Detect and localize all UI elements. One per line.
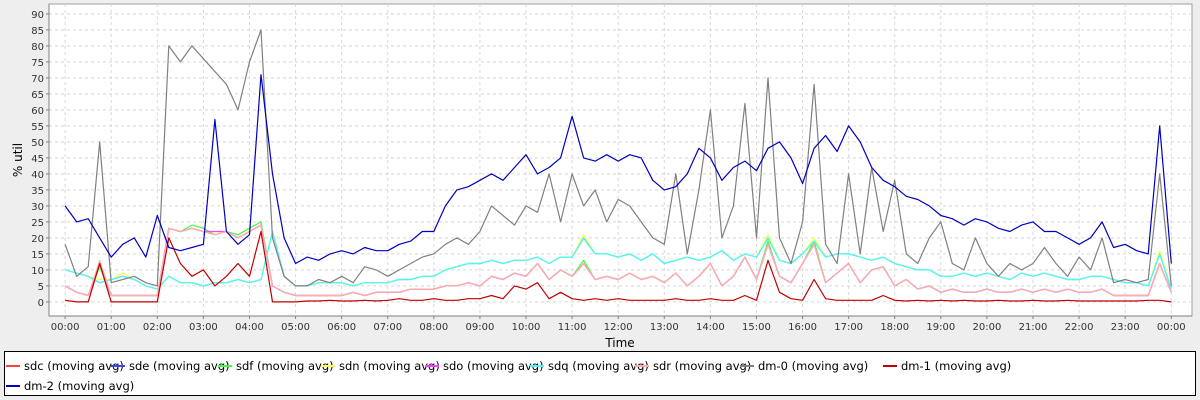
series-line-dm-0 [64,29,1172,287]
x-tick-label: 00:00 [1157,322,1186,333]
x-tick-label: 13:00 [650,322,679,333]
y-tick-label: 70 [31,74,44,85]
legend-item: sdn (moving avg) [321,359,440,373]
x-tick-label: 17:00 [834,322,863,333]
legend-item: sde (moving avg) [111,359,230,373]
legend-item: dm-2 (moving avg) [6,379,134,393]
x-tick-label: 20:00 [972,322,1001,333]
legend-item: sdr (moving avg) [635,359,751,373]
x-tick-label: 18:00 [880,322,909,333]
y-tick-label: 20 [31,234,44,245]
series-line-sdq [64,230,1172,290]
y-tick-label: 0 [38,298,44,309]
x-tick-label: 03:00 [189,322,218,333]
y-tick-label: 40 [31,170,44,181]
legend-swatch [530,365,544,367]
legend-swatch [111,365,125,367]
legend-item: sdc (moving avg) [6,359,124,373]
legend-label: dm-1 (moving avg) [901,359,1012,373]
y-tick-label: 10 [31,266,44,277]
y-tick-label: 60 [31,106,44,117]
legend-item: sdf (moving avg) [218,359,334,373]
x-tick-label: 02:00 [143,322,172,333]
x-tick-label: 10:00 [512,322,541,333]
y-tick-label: 35 [31,186,44,197]
x-tick-label: 00:00 [51,322,80,333]
y-tick-label: 55 [31,122,44,133]
legend-label: sde (moving avg) [129,359,230,373]
legend-label: sdo (moving avg) [443,359,544,373]
legend-swatch [740,365,754,367]
x-tick-label: 01:00 [97,322,126,333]
legend-swatch [883,365,897,367]
x-tick-label: 08:00 [419,322,448,333]
x-tick-label: 22:00 [1065,322,1094,333]
y-tick-label: 80 [31,42,44,53]
x-tick-label: 12:00 [604,322,633,333]
y-tick-label: 45 [31,154,44,165]
legend-label: sdr (moving avg) [653,359,752,373]
y-tick-label: 50 [31,138,44,149]
x-tick-label: 07:00 [373,322,402,333]
x-tick-label: 06:00 [327,322,356,333]
series-lines [64,29,1172,303]
legend-swatch [6,385,20,387]
y-tick-label: 65 [31,90,44,101]
legend-item: sdq (moving avg) [530,359,649,373]
y-axis: 0 5 10 15 20 25 30 35 40 45 50 55 60 65 70 75 80 85 90 [31,10,49,309]
legend-item: dm-1 (moving avg) [883,359,1011,373]
y-tick-label: 75 [31,58,44,69]
x-tick-label: 14:00 [696,322,725,333]
legend-swatch [321,365,335,367]
legend-label: dm-2 (moving avg) [24,379,135,393]
legend-swatch [6,365,20,367]
x-tick-label: 23:00 [1111,322,1140,333]
series-line-dm-1 [65,230,1172,303]
y-tick-label: 30 [31,202,44,213]
y-tick-label: 85 [31,26,44,37]
x-tick-label: 15:00 [742,322,771,333]
legend-item: sdo (moving avg) [425,359,544,373]
legend-item: dm-0 (moving avg) [740,359,868,373]
y-tick-label: 25 [31,218,44,229]
x-tick-label: 21:00 [1019,322,1048,333]
x-axis: 00:00 01:00 02:00 03:00 04:00 05:00 06:00 07:00… [51,316,1186,333]
legend-swatch [218,365,232,367]
legend-label: sdq (moving avg) [548,359,649,373]
line-chart: 0 5 10 15 20 25 30 35 40 45 50 55 60 65 70 75 80 85 90 00:… [11,3,1193,350]
x-tick-label: 11:00 [558,322,587,333]
x-tick-label: 16:00 [788,322,817,333]
legend-label: sdc (moving avg) [24,359,124,373]
legend-label: sdn (moving avg) [339,359,440,373]
legend-swatch [635,365,649,367]
y-tick-label: 90 [31,10,44,21]
y-axis-label: % util [11,143,25,177]
x-tick-label: 19:00 [926,322,955,333]
x-tick-label: 09:00 [466,322,495,333]
x-tick-label: 04:00 [235,322,264,333]
legend-label: sdf (moving avg) [236,359,334,373]
x-axis-label: Time [604,336,634,350]
series-line-dm-2 [64,74,1172,265]
y-tick-label: 5 [38,282,44,293]
legend-swatch [425,365,439,367]
legend-label: dm-0 (moving avg) [758,359,869,373]
y-tick-label: 15 [31,250,44,261]
legend: sdc (moving avg) sde (moving avg) sdf (mov… [4,351,1196,396]
x-tick-label: 05:00 [281,322,310,333]
